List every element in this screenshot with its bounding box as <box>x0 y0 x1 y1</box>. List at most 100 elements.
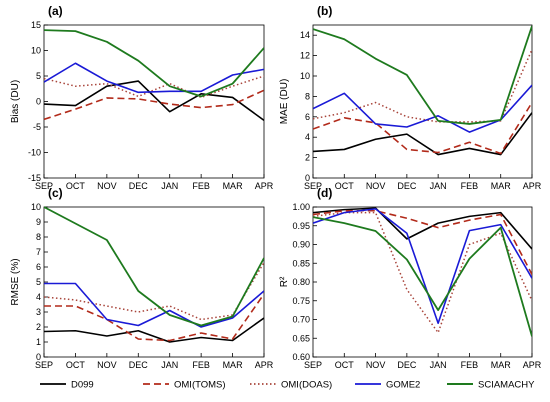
y-tick-label: 1.00 <box>292 202 310 212</box>
y-tick-label: 4 <box>305 132 310 142</box>
y-tick-label: 0.85 <box>292 258 310 268</box>
y-tick-label: 0.60 <box>292 352 310 362</box>
y-tick-label: 0.80 <box>292 277 310 287</box>
y-tick-label: 4 <box>36 292 41 302</box>
x-tick-label: NOV <box>97 360 117 370</box>
y-tick-label: 0.95 <box>292 221 310 231</box>
x-tick-label: APR <box>523 181 542 191</box>
chart-panel-1: -15 -10 -5 0 5 10 15 SEP OCT NOV DEC JAN FEB MAR APR Bi… <box>10 4 274 191</box>
y-tick-label: 15 <box>31 20 41 30</box>
y-tick-label: 0.75 <box>292 296 310 306</box>
x-tick-label: JAN <box>430 360 447 370</box>
y-tick-label: 0 <box>36 97 41 107</box>
series-line-omi-doas <box>44 262 264 321</box>
x-tick-label: MAR <box>491 181 512 191</box>
x-tick-label: DEC <box>129 181 149 191</box>
x-tick-label: OCT <box>335 181 355 191</box>
x-tick-label: MAR <box>491 360 512 370</box>
x-tick-label: DEC <box>129 360 149 370</box>
series-line-sciamachy <box>313 25 532 125</box>
series-line-sciamachy <box>313 216 532 337</box>
series-line-gome2 <box>313 84 532 133</box>
x-tick-label: NOV <box>366 360 386 370</box>
y-tick-label: 6 <box>305 112 310 122</box>
y-axis-label: RMSE (%) <box>10 258 21 305</box>
legend-entry-label: GOME2 <box>386 380 420 391</box>
y-axis-label: Bias (DU) <box>10 80 21 123</box>
panel-label: (a) <box>48 4 63 18</box>
y-tick-label: 10 <box>31 46 41 56</box>
x-tick-label: SEP <box>35 181 53 191</box>
y-tick-label: 5 <box>36 71 41 81</box>
series-line-sciamachy <box>44 29 264 98</box>
chart-panel-3: 0 1 2 3 4 5 6 7 8 9 10 SEP OCT NOV DEC JAN FEB MAR APR RMSE… <box>10 186 274 370</box>
x-tick-label: OCT <box>335 360 355 370</box>
chart-panel-4: 0.60 0.65 0.70 0.75 0.80 0.85 0.90 0.95 1.00 SEP O… <box>279 186 542 370</box>
plot-frame <box>43 206 265 358</box>
y-tick-label: 2 <box>36 322 41 332</box>
series-line-d099 <box>44 317 264 343</box>
series-line-sciamachy <box>44 206 264 327</box>
legend-entry-label: OMI(TOMS) <box>174 380 226 391</box>
series-line-gome2 <box>44 62 264 94</box>
x-tick-label: JAN <box>161 360 178 370</box>
plot-frame <box>312 24 533 179</box>
legend-entry-label: SCIAMACHY <box>478 380 535 391</box>
chart-panel-2: 0 2 4 6 8 10 12 14 SEP OCT NOV DEC JAN FEB MAR APR MAE (… <box>279 4 542 191</box>
y-tick-label: 0.65 <box>292 333 310 343</box>
series-line-d099 <box>313 112 532 156</box>
series-line-omi-doas <box>44 75 264 99</box>
x-tick-label: SEP <box>304 360 322 370</box>
y-tick-label: 5 <box>36 277 41 287</box>
y-tick-label: 0.90 <box>292 240 310 250</box>
x-tick-label: MAR <box>223 360 244 370</box>
y-tick-label: 1 <box>36 337 41 347</box>
x-tick-label: OCT <box>66 360 86 370</box>
panel-label: (b) <box>317 4 332 18</box>
x-tick-label: NOV <box>97 181 117 191</box>
x-tick-label: NOV <box>366 181 386 191</box>
legend-entry-label: D099 <box>71 380 94 391</box>
y-tick-label: -10 <box>28 148 41 158</box>
x-tick-label: SEP <box>35 360 53 370</box>
y-tick-label: 6 <box>36 262 41 272</box>
x-tick-label: OCT <box>66 181 86 191</box>
y-tick-label: -15 <box>28 173 41 183</box>
x-tick-label: FEB <box>192 360 210 370</box>
series-line-omi-toms <box>44 89 264 121</box>
y-tick-label: -5 <box>33 122 41 132</box>
series-line-d099 <box>313 207 532 250</box>
series-line-omi-toms <box>44 293 264 342</box>
y-tick-label: 8 <box>36 232 41 242</box>
x-tick-label: MAR <box>223 181 244 191</box>
x-tick-label: APR <box>255 181 274 191</box>
x-tick-label: DEC <box>397 181 417 191</box>
x-tick-label: JAN <box>161 181 178 191</box>
panel-label: (c) <box>48 186 63 200</box>
y-tick-label: 14 <box>300 30 310 40</box>
y-tick-label: 7 <box>36 247 41 257</box>
y-tick-label: 0 <box>36 352 41 362</box>
y-tick-label: 10 <box>300 71 310 81</box>
x-tick-label: APR <box>255 360 274 370</box>
y-tick-label: 9 <box>36 217 41 227</box>
y-tick-label: 3 <box>36 307 41 317</box>
series-line-omi-toms <box>313 209 532 275</box>
panel-label: (d) <box>317 186 332 200</box>
series-line-omi-toms <box>313 102 532 155</box>
x-tick-label: FEB <box>192 181 210 191</box>
legend-entry-label: OMI(DOAS) <box>281 380 332 391</box>
series-line-d099 <box>44 80 264 122</box>
legend: D099 OMI(TOMS) OMI(DOAS) GOME2 SCIAMACHY <box>40 380 535 391</box>
y-tick-label: 10 <box>31 202 41 212</box>
x-tick-label: SEP <box>304 181 322 191</box>
y-tick-label: 8 <box>305 91 310 101</box>
x-tick-label: APR <box>523 360 542 370</box>
y-axis-label: R² <box>279 276 290 287</box>
x-tick-label: FEB <box>461 360 479 370</box>
series-line-gome2 <box>44 282 264 328</box>
y-tick-label: 0 <box>305 173 310 183</box>
x-tick-label: DEC <box>397 360 417 370</box>
